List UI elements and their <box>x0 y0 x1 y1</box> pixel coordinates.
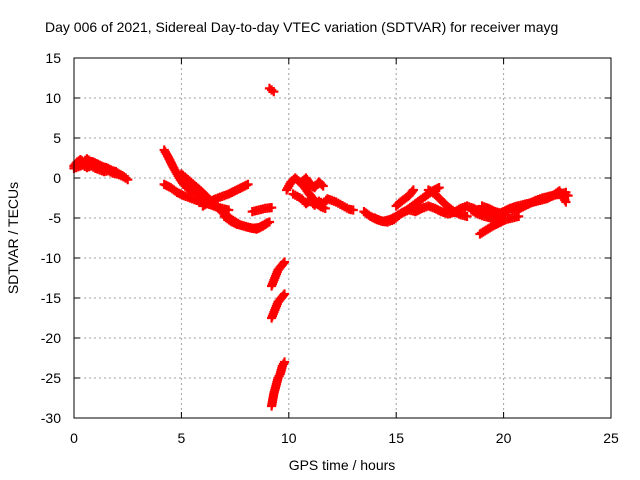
data-point <box>279 357 290 367</box>
x-tick-label: 20 <box>496 430 512 446</box>
series-arc15 <box>297 173 328 193</box>
data-point <box>514 211 524 221</box>
series-arc3 <box>159 145 212 205</box>
y-tick-label: -5 <box>49 210 62 226</box>
series-arc18 <box>391 185 418 211</box>
series-arc19 <box>423 185 472 221</box>
y-tick-label: 10 <box>45 90 61 106</box>
y-tick-label: -10 <box>41 250 61 266</box>
data-point <box>408 185 418 195</box>
y-axis-ticks: 15 10 5 0 -5 -10 -15 -20 -25 -30 <box>41 50 611 426</box>
series-arc7 <box>219 211 272 234</box>
chart-title: Day 006 of 2021, Sidereal Day-to-day VTE… <box>45 19 558 35</box>
y-tick-label: -20 <box>41 330 61 346</box>
y-tick-label: 0 <box>53 170 61 186</box>
data-point <box>462 211 472 221</box>
y-tick-label: 5 <box>53 130 61 146</box>
data-point <box>561 197 571 207</box>
x-axis-label: GPS time / hours <box>289 457 396 473</box>
series-arc9 <box>264 83 279 97</box>
series-arc14 <box>288 189 358 215</box>
plot-frame <box>73 57 612 419</box>
data-point <box>120 173 131 183</box>
series-arc12 <box>267 357 290 411</box>
y-tick-label: 15 <box>45 50 61 66</box>
y-tick-label: -25 <box>41 370 61 386</box>
y-tick-label: -15 <box>41 290 61 306</box>
data-point <box>267 203 277 213</box>
data-point <box>269 87 279 97</box>
data-points <box>69 83 573 411</box>
series-arc23 <box>541 186 571 207</box>
x-tick-label: 0 <box>70 430 78 446</box>
x-tick-label: 10 <box>281 430 297 446</box>
data-point <box>348 205 358 215</box>
data-point <box>279 257 290 267</box>
series-arc10 <box>267 257 290 291</box>
series-arc8 <box>247 203 277 217</box>
data-point <box>434 183 444 193</box>
x-tick-label: 25 <box>603 430 619 446</box>
series-arc21 <box>475 211 524 239</box>
x-axis-ticks: 0 5 10 15 20 25 <box>70 58 619 446</box>
data-point <box>243 179 253 189</box>
data-point <box>318 181 328 191</box>
y-tick-label: -30 <box>41 410 61 426</box>
grid-lines <box>74 58 611 418</box>
x-tick-label: 5 <box>178 430 186 446</box>
data-point <box>279 289 290 299</box>
x-tick-label: 15 <box>388 430 404 446</box>
series-arc11 <box>267 289 290 323</box>
y-axis-label: SDTVAR / TECUs <box>5 182 21 294</box>
data-point <box>262 218 272 228</box>
